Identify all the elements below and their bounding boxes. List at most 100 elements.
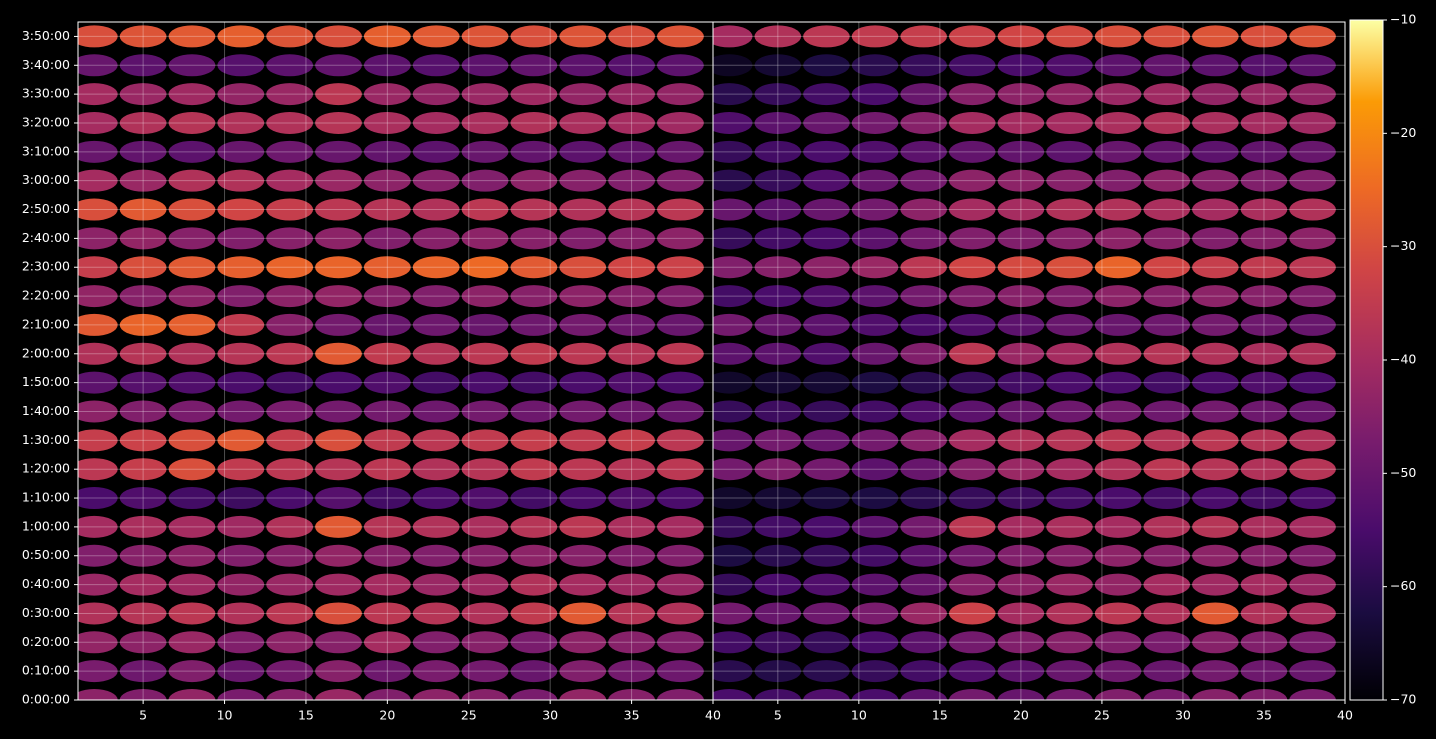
- cell: [461, 83, 509, 106]
- cell: [412, 429, 460, 452]
- cell: [119, 631, 167, 654]
- x-tick-label: 10: [851, 708, 867, 723]
- cell: [363, 515, 411, 538]
- cell: [900, 544, 947, 567]
- y-tick-label: 1:20:00: [22, 461, 70, 476]
- cell: [754, 83, 802, 106]
- cell: [608, 689, 656, 700]
- y-tick-label: 2:10:00: [22, 316, 70, 331]
- cell: [1046, 573, 1093, 596]
- cell: [608, 313, 656, 336]
- cell: [754, 25, 802, 48]
- cell: [608, 169, 656, 192]
- cell: [510, 429, 558, 452]
- cell: [461, 169, 509, 192]
- cell: [461, 140, 509, 163]
- cell: [1143, 111, 1191, 134]
- cell: [559, 342, 607, 365]
- y-tick-label: 2:30:00: [22, 259, 70, 274]
- cell: [713, 54, 753, 77]
- cell: [713, 342, 753, 365]
- cells: [713, 25, 1336, 700]
- cell: [754, 313, 802, 336]
- y-tick-label: 3:10:00: [22, 143, 70, 158]
- cell: [1289, 285, 1336, 308]
- cell: [510, 342, 558, 365]
- cell: [851, 25, 899, 48]
- cell: [266, 54, 314, 77]
- cell: [315, 487, 362, 510]
- cell: [900, 198, 947, 221]
- cell: [1143, 227, 1191, 250]
- cell: [315, 631, 362, 654]
- cell: [754, 342, 802, 365]
- cell: [461, 689, 509, 700]
- cell: [510, 689, 558, 700]
- cell: [997, 313, 1045, 336]
- cell: [803, 487, 850, 510]
- cell: [119, 371, 167, 394]
- cell: [1143, 573, 1191, 596]
- cell: [1046, 54, 1093, 77]
- cell: [1240, 515, 1288, 538]
- cell: [217, 54, 265, 77]
- cell: [217, 371, 265, 394]
- cell: [1046, 169, 1093, 192]
- cell: [851, 544, 899, 567]
- cell: [657, 256, 704, 279]
- cell: [119, 487, 167, 510]
- cell: [948, 429, 996, 452]
- cell: [1094, 515, 1142, 538]
- cell: [657, 573, 704, 596]
- cell: [266, 198, 314, 221]
- cell: [412, 573, 460, 596]
- cell: [1046, 631, 1093, 654]
- cell: [1046, 111, 1093, 134]
- cell: [1046, 83, 1093, 106]
- cells: [78, 25, 704, 700]
- cell: [900, 429, 947, 452]
- cell: [948, 256, 996, 279]
- cell: [754, 54, 802, 77]
- cell: [1143, 169, 1191, 192]
- cell: [900, 25, 947, 48]
- cell: [510, 515, 558, 538]
- cell: [559, 256, 607, 279]
- cell: [78, 371, 118, 394]
- cell: [266, 689, 314, 700]
- cell: [1289, 400, 1336, 423]
- cell: [803, 371, 850, 394]
- cell: [754, 487, 802, 510]
- cell: [997, 602, 1045, 625]
- cell: [997, 256, 1045, 279]
- cell: [608, 54, 656, 77]
- cell: [1094, 285, 1142, 308]
- cell: [168, 342, 216, 365]
- cell: [217, 602, 265, 625]
- cell: [217, 660, 265, 683]
- cell: [1046, 458, 1093, 481]
- cell: [559, 227, 607, 250]
- cell: [851, 111, 899, 134]
- cell: [803, 602, 850, 625]
- cell: [1192, 54, 1239, 77]
- cell: [948, 25, 996, 48]
- y-tick-label: 3:40:00: [22, 57, 70, 72]
- cell: [315, 458, 362, 481]
- cell: [657, 111, 704, 134]
- cell: [1046, 602, 1093, 625]
- cell: [266, 111, 314, 134]
- cell: [510, 285, 558, 308]
- cell: [803, 313, 850, 336]
- cell: [608, 515, 656, 538]
- cell: [461, 54, 509, 77]
- cell: [754, 227, 802, 250]
- cell: [217, 342, 265, 365]
- cell: [1094, 198, 1142, 221]
- cell: [363, 400, 411, 423]
- cell: [657, 458, 704, 481]
- cell: [851, 573, 899, 596]
- cell: [461, 515, 509, 538]
- cell: [412, 25, 460, 48]
- cell: [1143, 256, 1191, 279]
